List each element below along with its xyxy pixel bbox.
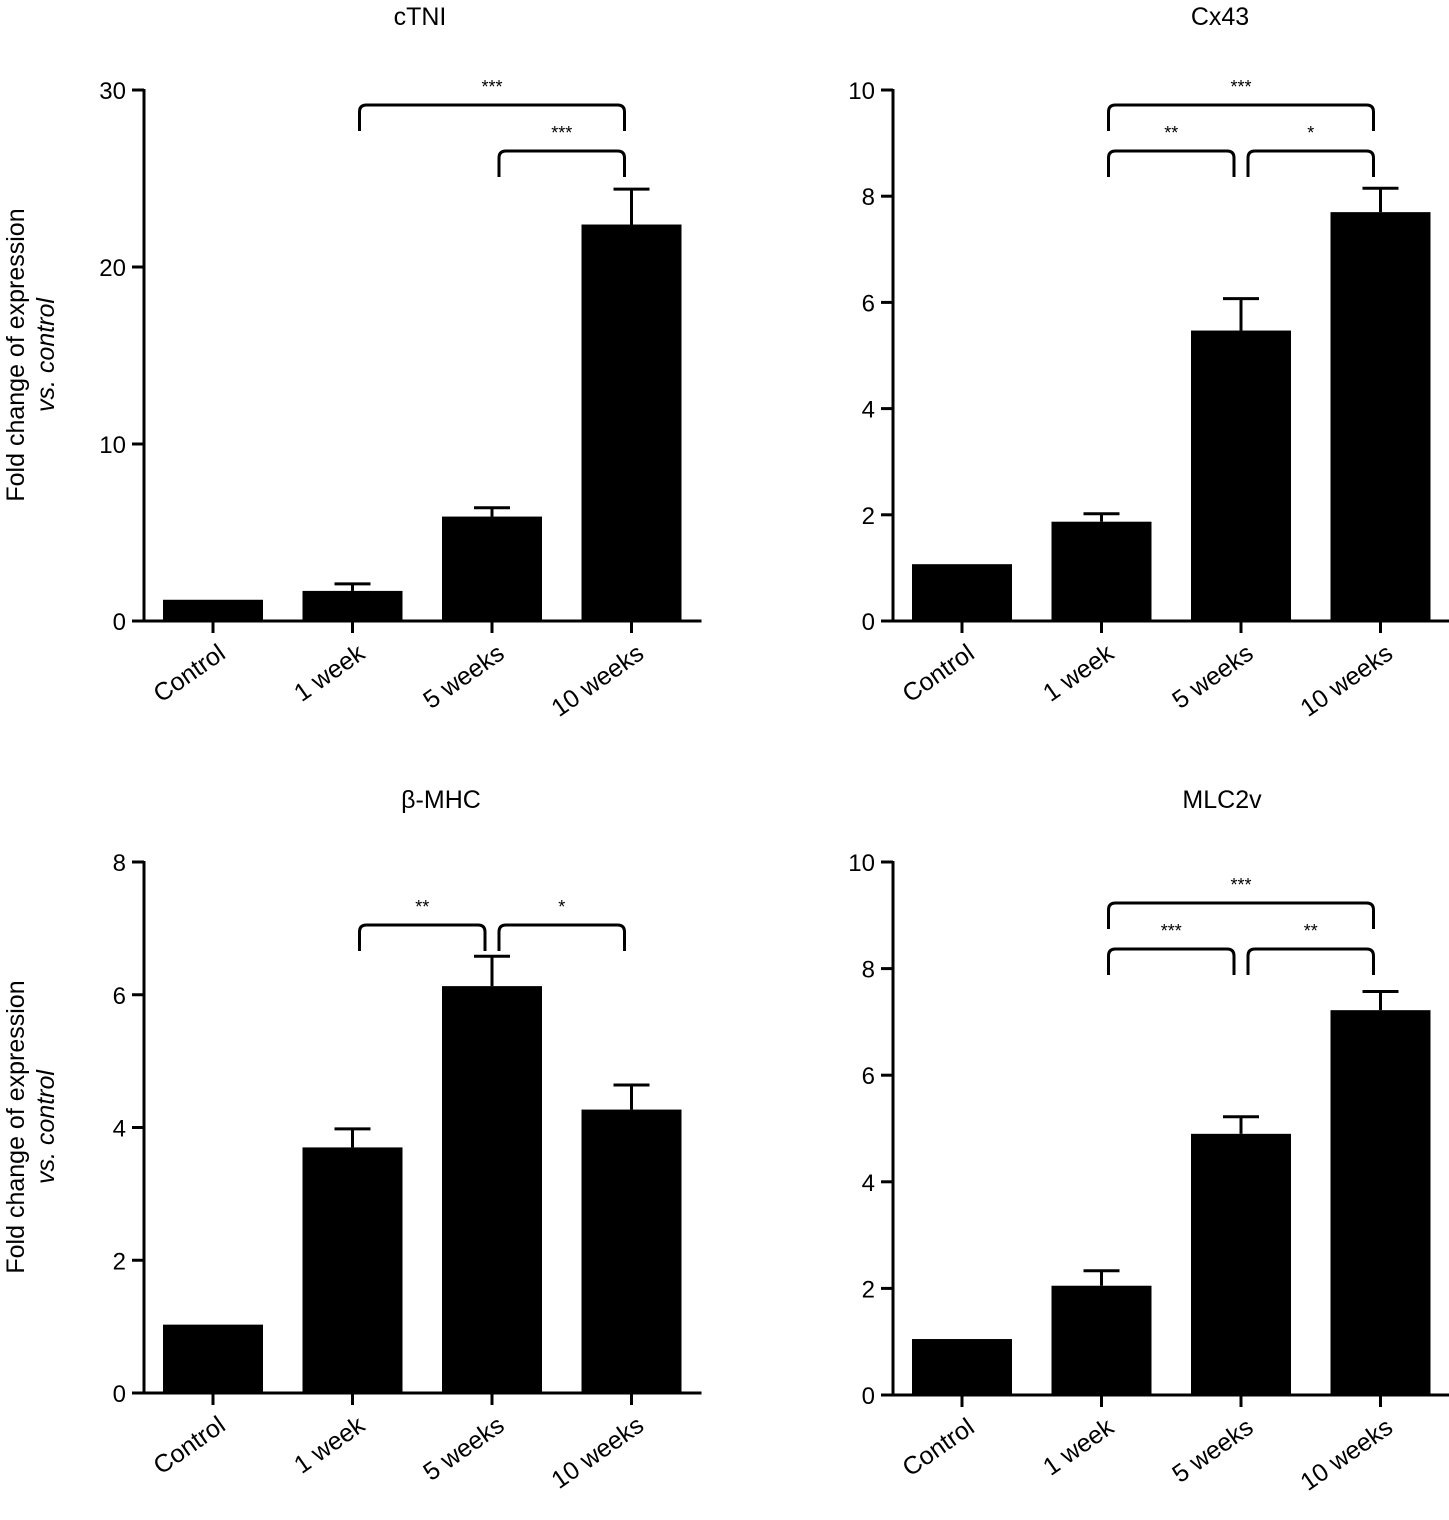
chart-title: cTNI — [394, 3, 447, 31]
x-tick-label: 1 week — [1038, 639, 1119, 708]
significance-bracket — [358, 923, 487, 951]
bar — [442, 516, 542, 621]
significance-label: *** — [551, 123, 572, 143]
x-tick-label: 1 week — [1038, 1413, 1119, 1482]
x-tick-label: 1 week — [289, 639, 370, 708]
y-tick-label: 10 — [848, 850, 875, 877]
bar — [912, 564, 1012, 621]
x-tick-label: 5 weeks — [1167, 1413, 1258, 1489]
significance-bracket — [358, 103, 626, 131]
y-axis-label-top: Fold change of expression vs. control — [2, 208, 60, 501]
bar — [1191, 330, 1291, 621]
significance-bracket — [1107, 103, 1375, 131]
significance-label: *** — [481, 77, 502, 97]
y-tick-label: 6 — [862, 290, 875, 317]
significance-label: * — [1307, 123, 1314, 143]
significance-label: *** — [1230, 77, 1251, 97]
y-tick-label: 10 — [99, 432, 126, 459]
y-tick-label: 30 — [99, 78, 126, 105]
significance-label: * — [558, 897, 565, 917]
x-tick-label: 5 weeks — [418, 639, 509, 715]
bar — [163, 599, 263, 621]
significance-label: *** — [1230, 875, 1251, 895]
bar — [581, 1109, 682, 1393]
bar — [1051, 521, 1152, 621]
y-tick-label: 20 — [99, 255, 126, 282]
panel-mlc2v: MLC2v 0 2 4 6 8 10 Control 1 week 5 weeks 10 weeks… — [848, 786, 1449, 1496]
significance-bracket — [1246, 149, 1375, 177]
y-tick-label: 10 — [848, 78, 875, 105]
y-tick-label: 2 — [862, 1276, 875, 1303]
y-tick-label: 8 — [862, 957, 875, 984]
y-axis-label-line2: vs. control — [32, 297, 60, 412]
bar — [912, 1339, 1012, 1395]
bar — [1330, 1010, 1431, 1395]
chart-title: β-MHC — [401, 786, 481, 814]
bar — [1051, 1285, 1152, 1395]
bar — [581, 224, 682, 621]
y-tick-label: 2 — [862, 503, 875, 530]
x-tick-label: Control — [897, 1413, 979, 1482]
significance-bracket — [497, 149, 626, 177]
x-tick-label: Control — [148, 1411, 230, 1480]
x-tick-label: 1 week — [289, 1411, 370, 1480]
chart-title: Cx43 — [1191, 3, 1249, 31]
panel-ctni: cTNI 0 10 20 30 Control 1 week 5 weeks 10 weeks *… — [99, 3, 702, 723]
y-tick-label: 4 — [113, 1116, 126, 1143]
x-tick-label: 10 weeks — [546, 1411, 649, 1495]
significance-label: *** — [1161, 921, 1182, 941]
significance-label: ** — [1304, 921, 1318, 941]
x-tick-label: 10 weeks — [546, 639, 649, 723]
y-axis-label-line2: vs. control — [32, 1069, 60, 1184]
y-tick-label: 8 — [862, 184, 875, 211]
bar — [1191, 1133, 1291, 1395]
y-tick-label: 8 — [113, 850, 126, 877]
bar — [1330, 212, 1431, 621]
bar — [302, 1147, 403, 1393]
bar — [163, 1324, 263, 1393]
y-tick-label: 0 — [113, 1381, 126, 1408]
panel-cx43: Cx43 0 2 4 6 8 10 Control 1 week 5 weeks 10 weeks *… — [848, 3, 1449, 722]
significance-label: ** — [415, 897, 429, 917]
y-tick-label: 4 — [862, 1170, 875, 1197]
x-tick-label: 10 weeks — [1295, 1413, 1398, 1497]
significance-bracket — [497, 923, 626, 951]
y-tick-label: 0 — [113, 609, 126, 636]
significance-bracket — [1246, 947, 1375, 975]
chart-title: MLC2v — [1182, 786, 1262, 814]
y-tick-label: 6 — [113, 983, 126, 1010]
y-axis-label-line1: Fold change of expression — [2, 208, 30, 501]
x-tick-label: 5 weeks — [418, 1411, 509, 1487]
y-tick-label: 4 — [862, 397, 875, 424]
y-tick-label: 0 — [862, 1383, 875, 1410]
y-tick-label: 2 — [113, 1248, 126, 1275]
significance-bracket — [1107, 901, 1375, 929]
y-axis-label-line1: Fold change of expression — [2, 980, 30, 1273]
bar — [442, 986, 542, 1393]
bar — [302, 590, 403, 621]
x-tick-label: Control — [148, 639, 230, 708]
y-axis-label-bottom: Fold change of expression vs. control — [2, 980, 60, 1273]
significance-bracket — [1107, 947, 1236, 975]
x-tick-label: 5 weeks — [1167, 639, 1258, 715]
significance-bracket — [1107, 149, 1236, 177]
y-tick-label: 6 — [862, 1063, 875, 1090]
y-tick-label: 0 — [862, 609, 875, 636]
x-tick-label: 10 weeks — [1295, 639, 1398, 723]
x-tick-label: Control — [897, 639, 979, 708]
significance-label: ** — [1164, 123, 1178, 143]
